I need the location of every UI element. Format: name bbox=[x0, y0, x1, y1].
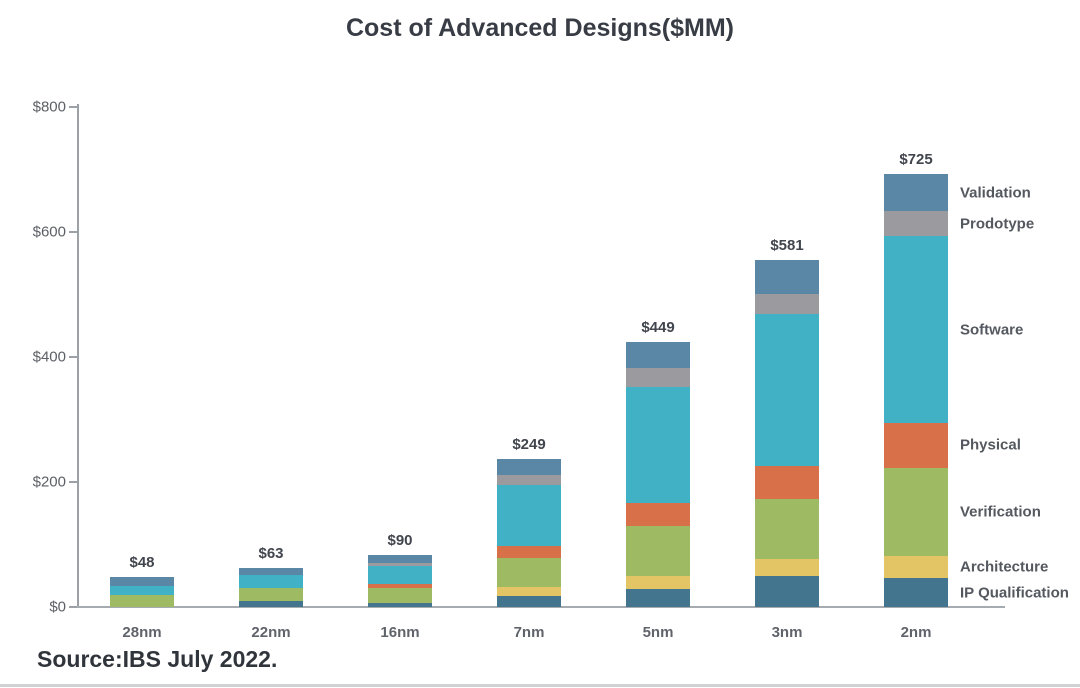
bar-segment-software bbox=[497, 484, 561, 546]
bar-segment-software bbox=[368, 566, 432, 584]
bar-segment-validation bbox=[497, 458, 561, 475]
stacked-bar-28nm bbox=[110, 577, 174, 607]
bar-segment-ip-qualification bbox=[497, 595, 561, 607]
bar-total-label: $63 bbox=[258, 544, 284, 562]
bar-segment-ip-qualification bbox=[626, 588, 690, 607]
page-bottom-edge bbox=[0, 684, 1080, 687]
y-axis-tick-label: $200 bbox=[32, 473, 66, 491]
legend-label-validation: Validation bbox=[960, 184, 1031, 202]
bar-segment-verification bbox=[497, 558, 561, 587]
bar-segment-physical bbox=[626, 503, 690, 526]
x-axis-line bbox=[76, 606, 1005, 608]
legend-label-architecture: Architecture bbox=[960, 558, 1049, 576]
bar-segment-validation bbox=[239, 567, 303, 576]
bar-total-label: $725 bbox=[899, 150, 933, 168]
y-axis-tick bbox=[69, 106, 77, 108]
y-axis-tick-label: $400 bbox=[32, 348, 66, 366]
bar-segment-verification bbox=[626, 525, 690, 577]
source-caption: Source:IBS July 2022. bbox=[37, 646, 278, 672]
bar-segment-verification bbox=[110, 595, 174, 607]
legend-label-software: Software bbox=[960, 321, 1024, 338]
legend-label-prodotype: Prodotype bbox=[960, 215, 1035, 233]
y-axis-tick bbox=[69, 356, 77, 358]
bar-segment-software bbox=[239, 575, 303, 588]
y-axis-tick bbox=[69, 606, 77, 608]
x-axis-category-label: 16nm bbox=[380, 624, 420, 641]
bar-total-label: $449 bbox=[641, 319, 675, 336]
x-axis-category-label: 7nm bbox=[513, 624, 545, 641]
bar-segment-physical bbox=[884, 422, 948, 468]
bar-segment-architecture bbox=[626, 576, 690, 589]
stacked-bar-16nm bbox=[368, 555, 432, 607]
bar-segment-software bbox=[626, 387, 690, 504]
stacked-bar-2nm bbox=[884, 173, 948, 607]
bar-total-label: $48 bbox=[129, 554, 155, 571]
y-axis-tick bbox=[69, 481, 77, 483]
bar-segment-physical bbox=[755, 466, 819, 499]
y-axis-line bbox=[77, 104, 79, 608]
chart-title: Cost of Advanced Designs($MM) bbox=[345, 14, 734, 42]
bar-segment-prodotype bbox=[368, 563, 432, 567]
bar-segment-verification bbox=[239, 587, 303, 602]
stacked-bar-22nm bbox=[239, 567, 303, 607]
bar-segment-validation bbox=[110, 577, 174, 586]
bar-segment-validation bbox=[626, 342, 690, 369]
bar-segment-software bbox=[110, 585, 174, 596]
bar-segment-software bbox=[755, 313, 819, 467]
stacked-bar-7nm bbox=[497, 458, 561, 607]
bar-segment-verification bbox=[884, 467, 948, 557]
y-axis-tick bbox=[69, 231, 77, 233]
bar-segment-physical bbox=[497, 545, 561, 559]
bar-segment-prodotype bbox=[755, 293, 819, 314]
stacked-bar-5nm bbox=[626, 342, 690, 607]
bar-segment-ip-qualification bbox=[884, 578, 948, 607]
bar-segment-architecture bbox=[884, 556, 948, 579]
bar-segment-software bbox=[884, 236, 948, 423]
bar-segment-validation bbox=[755, 260, 819, 294]
bar-segment-verification bbox=[368, 588, 432, 603]
bar-segment-prodotype bbox=[884, 211, 948, 237]
bar-segment-prodotype bbox=[497, 474, 561, 485]
legend-label-ip-qualification: IP Qualification bbox=[960, 584, 1069, 602]
bar-segment-ip-qualification bbox=[755, 576, 819, 607]
stacked-bar-3nm bbox=[755, 260, 819, 607]
bar-segment-architecture bbox=[755, 558, 819, 577]
legend-label-verification: Verification bbox=[960, 503, 1041, 521]
x-axis-category-label: 28nm bbox=[122, 624, 162, 641]
bar-total-label: $249 bbox=[512, 435, 546, 453]
x-axis-category-label: 5nm bbox=[642, 624, 674, 641]
bar-segment-ip-qualification bbox=[368, 602, 432, 607]
bar-segment-physical bbox=[368, 583, 432, 589]
x-axis-category-label: 2nm bbox=[900, 624, 932, 641]
x-axis-category-label: 22nm bbox=[251, 624, 291, 641]
bar-segment-validation bbox=[368, 555, 432, 564]
bar-segment-prodotype bbox=[626, 368, 690, 387]
x-axis-category-label: 3nm bbox=[771, 624, 803, 641]
bar-segment-validation bbox=[884, 173, 948, 212]
bar-segment-ip-qualification bbox=[239, 601, 303, 607]
y-axis-tick-label: $0 bbox=[49, 598, 66, 616]
y-axis-tick-label: $800 bbox=[32, 98, 66, 116]
bar-segment-verification bbox=[755, 498, 819, 559]
bar-total-label: $90 bbox=[387, 532, 413, 550]
y-axis-tick-label: $600 bbox=[32, 223, 66, 241]
bar-segment-architecture bbox=[497, 587, 561, 596]
bar-total-label: $581 bbox=[770, 237, 804, 255]
legend-label-physical: Physical bbox=[960, 436, 1021, 454]
